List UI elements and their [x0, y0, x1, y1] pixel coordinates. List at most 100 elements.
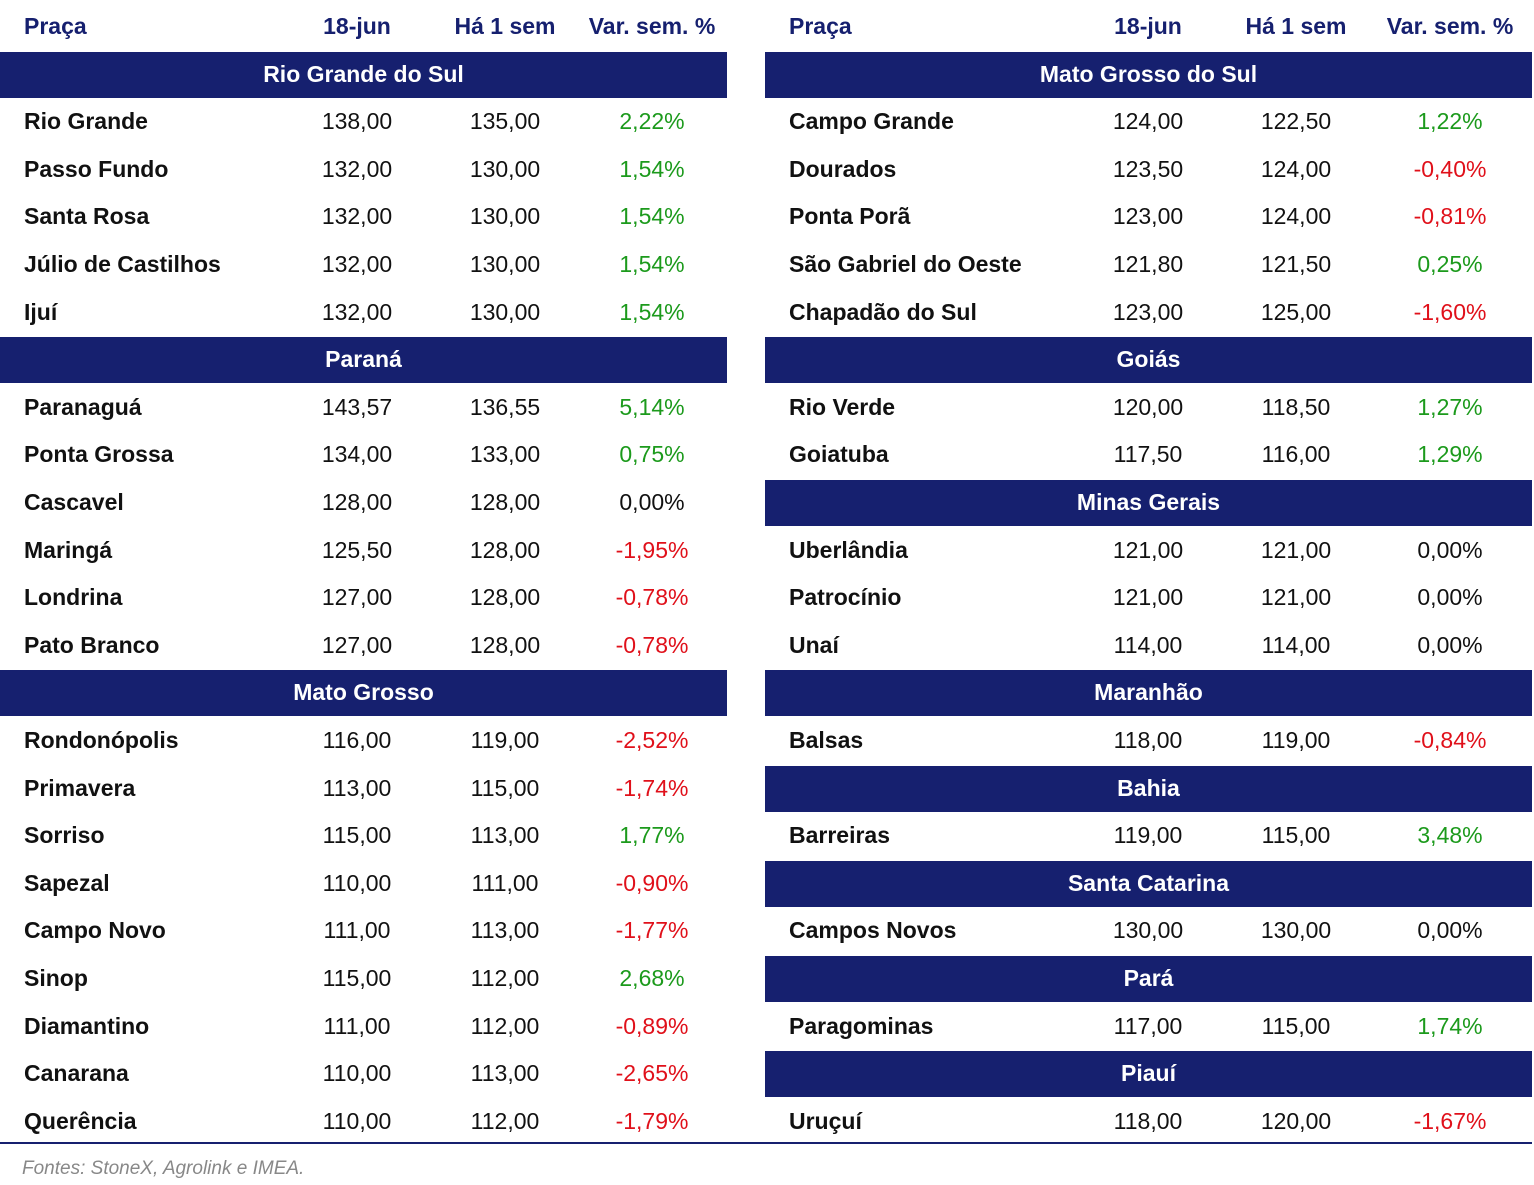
group-band — [765, 51, 1532, 98]
cell-value: 1,22% — [1417, 108, 1483, 135]
group-title: Goiás — [1116, 346, 1181, 373]
cell-value: 0,00% — [619, 489, 685, 515]
cell-value: 110,00 — [322, 1060, 392, 1087]
cell-value: 113,00 — [470, 917, 540, 944]
place-name: Querência — [24, 1107, 137, 1134]
cell-value: -0,84% — [1413, 727, 1487, 753]
group-band — [765, 670, 1532, 717]
cell-value: 1,27% — [1417, 393, 1483, 420]
place-name: Rio Grande — [24, 108, 148, 135]
place-name: Uruçuí — [789, 1107, 862, 1134]
group-title: Santa Catarina — [1067, 869, 1230, 896]
cell-value: 130,00 — [469, 155, 541, 182]
cell-value: 111,00 — [323, 917, 391, 944]
cell-value: -1,95% — [615, 536, 689, 563]
cell-value: 116,00 — [1261, 441, 1331, 468]
cell-value: 110,00 — [322, 869, 392, 896]
column-header: Var. sem. % — [1386, 13, 1514, 39]
cell-value: 117,00 — [1113, 1012, 1183, 1039]
place-name: Dourados — [789, 155, 897, 182]
footer: Fontes: StoneX, Agrolink e IMEA. — [22, 1158, 305, 1179]
cell-value: 121,00 — [1112, 536, 1184, 563]
cell-value: 125,00 — [1260, 298, 1332, 325]
cell-value: 133,00 — [469, 441, 541, 468]
cell-value: 0,25% — [1417, 251, 1483, 277]
cell-value: -1,77% — [615, 917, 689, 944]
cell-value: 121,00 — [1112, 584, 1184, 611]
cell-value: 128,00 — [469, 536, 541, 563]
place-name: Ponta Grossa — [24, 441, 174, 468]
place-name: São Gabriel do Oeste — [789, 251, 1022, 277]
cell-value: 0,00% — [1417, 631, 1483, 658]
group-title: Mato Grosso do Sul — [1039, 60, 1258, 87]
cell-value: 112,00 — [470, 965, 540, 991]
cell-value: 111,00 — [471, 869, 539, 896]
cell-value: 127,00 — [321, 631, 393, 658]
cell-value: 113,00 — [470, 1060, 540, 1087]
cell-value: 113,00 — [470, 822, 540, 849]
place-name: Unaí — [789, 631, 839, 658]
cell-value: 115,00 — [322, 965, 392, 991]
cell-value: 123,50 — [1112, 155, 1184, 182]
group-title: Pará — [1123, 965, 1174, 991]
cell-value: 114,00 — [1261, 631, 1331, 658]
cell-value: 121,50 — [1260, 251, 1332, 277]
cell-value: 119,00 — [1261, 727, 1331, 753]
cell-value: 125,50 — [321, 536, 393, 563]
cell-value: 115,00 — [1261, 1012, 1331, 1039]
place-name: Paranaguá — [24, 393, 142, 420]
place-name: Sapezal — [24, 869, 110, 896]
cell-value: 3,48% — [1417, 822, 1483, 849]
cell-value: 0,75% — [619, 441, 685, 468]
place-name: Ponta Porã — [789, 203, 911, 230]
cell-value: 115,00 — [1261, 822, 1331, 849]
cell-value: 135,00 — [469, 108, 541, 135]
cell-value: 118,50 — [1261, 393, 1331, 420]
cell-value: 123,00 — [1112, 298, 1184, 325]
cell-value: -1,67% — [1413, 1107, 1487, 1134]
cell-value: 0,00% — [1417, 917, 1483, 944]
cell-value: 130,00 — [469, 251, 541, 277]
place-name: Júlio de Castilhos — [24, 251, 221, 277]
cell-value: 121,00 — [1260, 584, 1332, 611]
place-name: Diamantino — [24, 1012, 150, 1039]
cell-value: 132,00 — [321, 203, 393, 230]
group-band — [765, 765, 1532, 812]
column-header: 18-jun — [1114, 13, 1182, 39]
group-title: Bahia — [1117, 774, 1180, 801]
place-name: Rondonópolis — [24, 727, 179, 753]
group-title: Paraná — [325, 346, 402, 373]
place-name: Campos Novos — [789, 917, 957, 944]
cell-value: 138,00 — [321, 108, 393, 135]
place-name: Patrocínio — [789, 584, 902, 611]
cell-value: 1,29% — [1417, 441, 1483, 468]
group-band — [765, 956, 1532, 1002]
cell-value: 112,00 — [470, 1012, 540, 1039]
cell-value: 118,00 — [1113, 1107, 1183, 1134]
cell-value: 0,00% — [1417, 584, 1483, 611]
cell-value: -0,40% — [1413, 155, 1487, 182]
place-name: Ijuí — [24, 298, 58, 325]
cell-value: 134,00 — [321, 441, 393, 468]
group-band — [0, 670, 727, 717]
cell-value: 119,00 — [470, 727, 540, 753]
cell-value: 1,54% — [619, 251, 685, 277]
group-band — [0, 51, 727, 98]
cell-value: 119,00 — [1113, 822, 1183, 849]
group-band — [765, 337, 1532, 384]
cell-value: 2,22% — [619, 108, 685, 135]
cell-value: 128,00 — [469, 584, 541, 611]
cell-value: 132,00 — [321, 298, 393, 325]
cell-value: 130,00 — [469, 298, 541, 325]
cell-value: 2,68% — [619, 965, 685, 991]
cell-value: 1,74% — [1417, 1012, 1483, 1039]
cell-value: 122,50 — [1260, 108, 1332, 135]
cell-value: 121,00 — [1260, 536, 1332, 563]
cell-value: 116,00 — [322, 727, 392, 753]
cell-value: 120,00 — [1112, 393, 1184, 420]
cell-value: 120,00 — [1260, 1107, 1332, 1134]
column-header: Há 1 sem — [454, 13, 556, 39]
cell-value: 1,54% — [619, 155, 685, 182]
place-name: Cascavel — [24, 489, 124, 515]
